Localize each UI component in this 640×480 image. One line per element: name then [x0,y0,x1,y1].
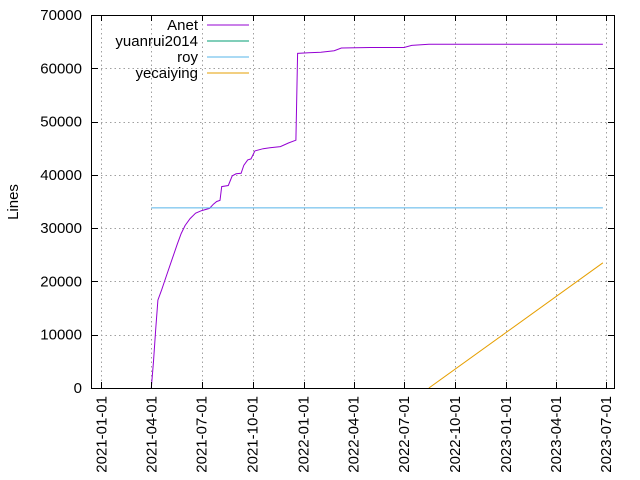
y-tick-labels: 0 10000 20000 30000 40000 50000 60000 70000 [40,7,82,397]
y-tick-label: 20000 [40,273,82,290]
series-line-yecaiying [428,262,604,389]
legend-label: Anet [167,17,199,34]
x-tick-label: 2023-07-01 [598,396,615,473]
x-tick-labels: 2021-01-01 2021-04-01 2021-07-01 2021-10-01… [93,396,615,473]
x-tick-label: 2021-07-01 [194,396,211,473]
y-tick-label: 40000 [40,167,82,184]
legend-label: yuanrui2014 [115,33,198,50]
x-tick-label: 2022-01-01 [296,396,313,473]
y-axis-label: Lines [5,184,22,220]
y-tick-label: 30000 [40,220,82,237]
plot-frame [91,15,615,389]
x-tick-label: 2022-10-01 [447,396,464,473]
y-tick-label: 10000 [40,327,82,344]
grid-lines [92,15,614,388]
series-line-Anet [150,43,603,389]
y-tick-label: 60000 [40,60,82,77]
legend-label: roy [177,49,198,66]
legend-label: yecaiying [135,65,198,82]
x-tick-label: 2021-01-01 [93,396,110,473]
x-tick-label: 2023-04-01 [548,396,565,473]
y-tick-label: 70000 [40,7,82,24]
x-tick-label: 2021-10-01 [245,396,262,473]
y-tick-label: 50000 [40,114,82,131]
x-tick-label: 2021-04-01 [143,396,160,473]
x-tick-label: 2022-07-01 [396,396,413,473]
series-lines [150,43,604,389]
y-tick-label: 0 [74,380,82,397]
x-tick-label: 2022-04-01 [346,396,363,473]
x-tick-label: 2023-01-01 [498,396,515,473]
